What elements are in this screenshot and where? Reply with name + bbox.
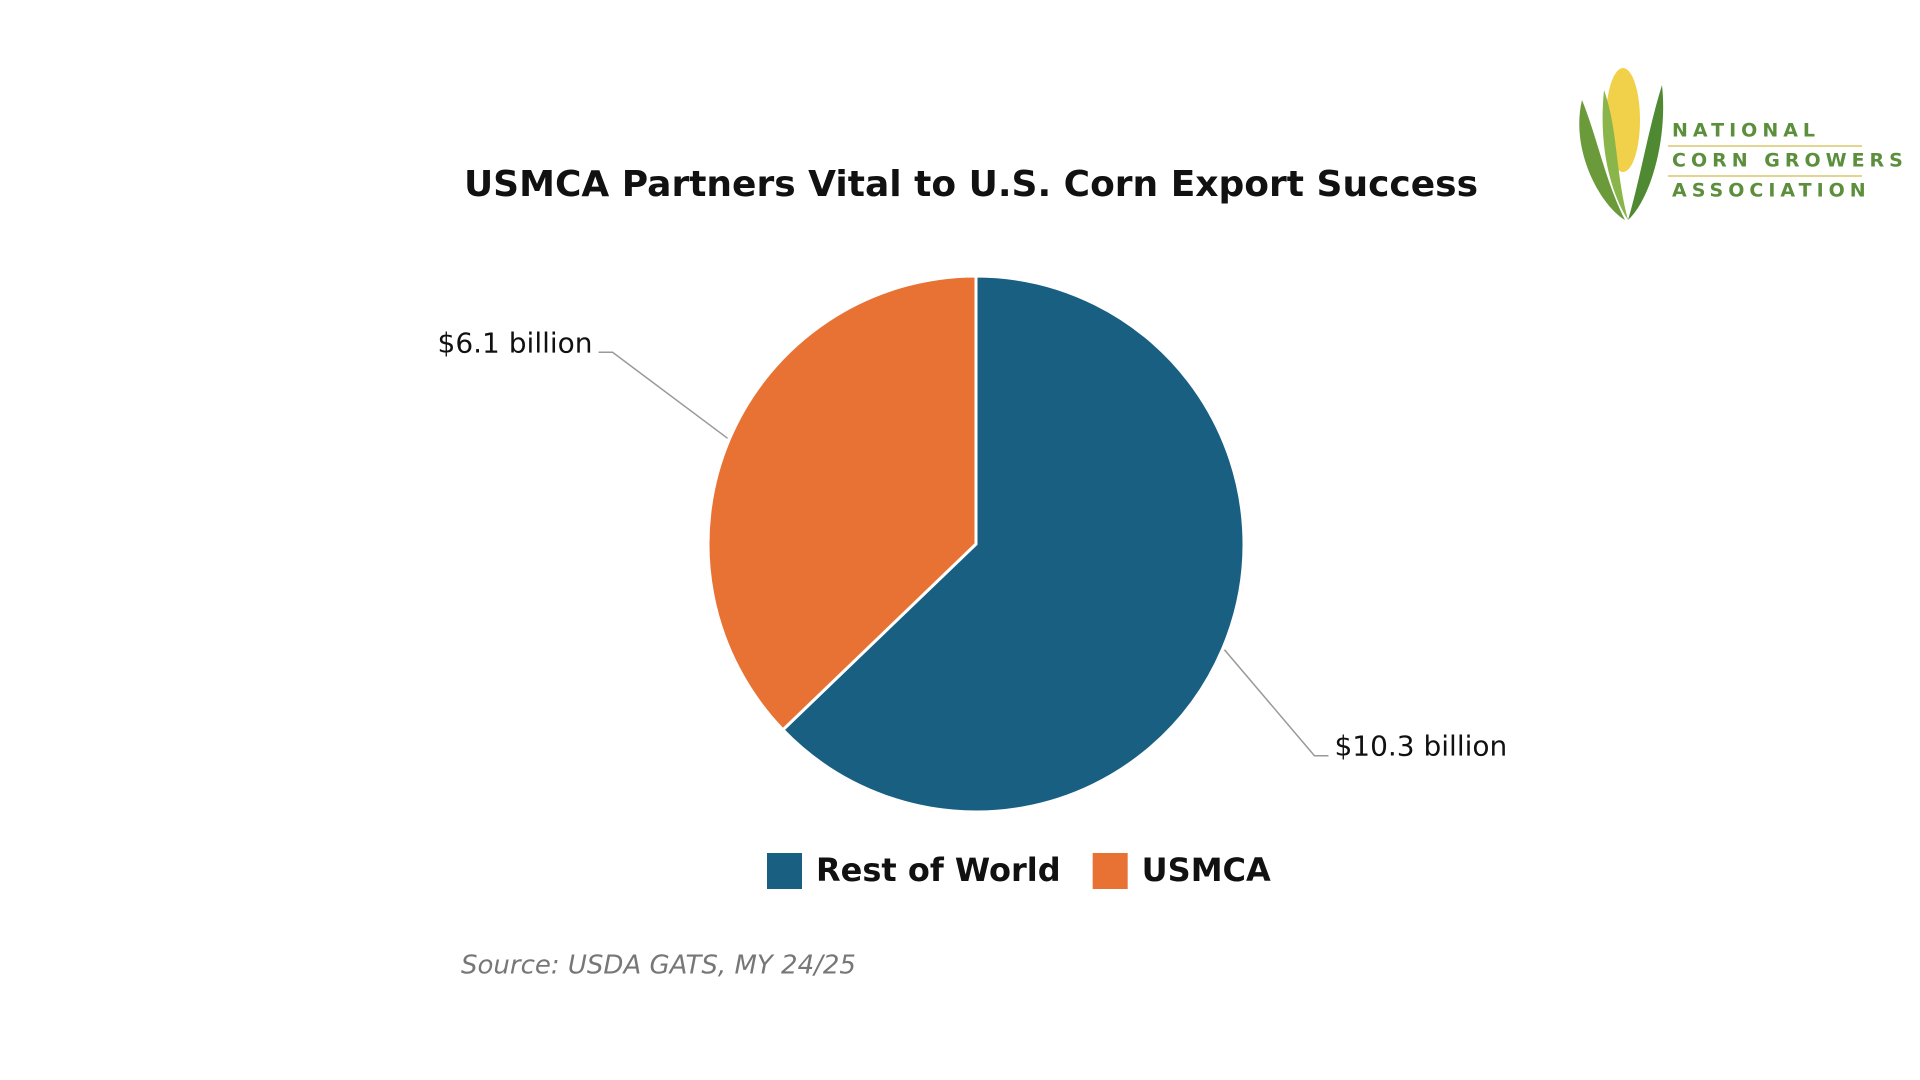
logo-line: ASSOCIATION bbox=[1672, 180, 1871, 202]
source-note: Source: USDA GATS, MY 24/25 bbox=[461, 951, 856, 981]
logo-mark bbox=[1579, 68, 1862, 220]
pie-slice bbox=[780, 274, 1246, 814]
logo-line: CORN GROWERS bbox=[1672, 150, 1908, 172]
pie-slice bbox=[706, 274, 978, 732]
logo-line: NATIONAL bbox=[1672, 120, 1820, 142]
chart-title: USMCA Partners Vital to U.S. Corn Export… bbox=[464, 164, 1478, 205]
legend-swatch bbox=[1092, 853, 1128, 889]
leader-line bbox=[598, 351, 729, 439]
value-label: $10.3 billion bbox=[1334, 730, 1507, 763]
legend-label: USMCA bbox=[1142, 851, 1271, 889]
legend-label: Rest of World bbox=[816, 851, 1061, 889]
legend-swatch bbox=[767, 853, 802, 889]
value-label: $6.1 billion bbox=[438, 326, 593, 359]
leader-line bbox=[1223, 649, 1329, 757]
